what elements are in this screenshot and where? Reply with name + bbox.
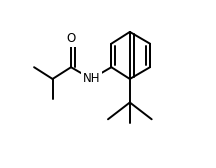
Text: NH: NH	[83, 72, 100, 86]
Text: O: O	[66, 32, 76, 45]
